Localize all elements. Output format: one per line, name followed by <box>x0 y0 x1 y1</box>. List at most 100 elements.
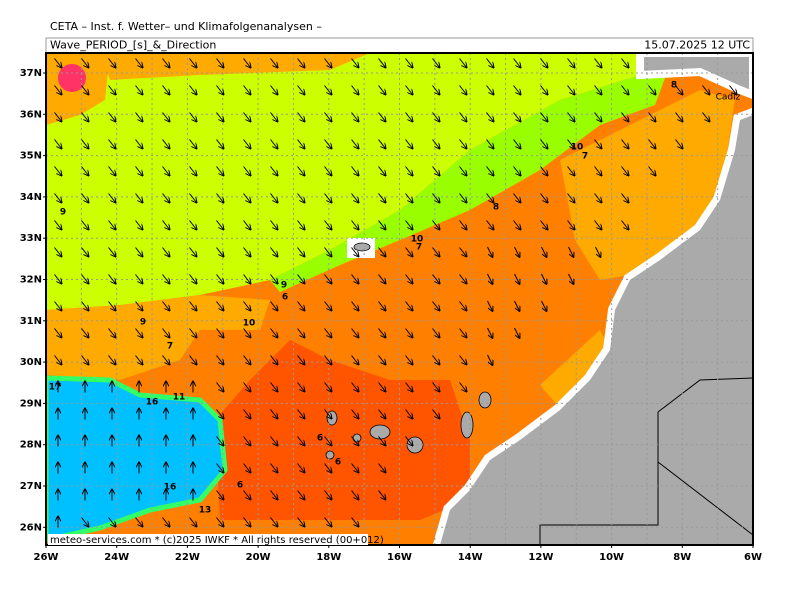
direction-arrow <box>432 112 440 122</box>
direction-arrow <box>54 112 62 122</box>
direction-arrow <box>432 58 440 68</box>
direction-arrow <box>108 166 116 176</box>
place-label: Cadiz <box>716 93 741 103</box>
direction-arrow <box>81 274 89 284</box>
direction-arrow <box>324 382 332 392</box>
direction-arrow <box>243 355 251 365</box>
direction-arrow <box>486 112 494 122</box>
direction-arrow <box>351 328 359 338</box>
map-body <box>46 53 753 545</box>
direction-arrow <box>378 58 386 68</box>
direction-arrow <box>297 355 305 365</box>
direction-arrow <box>216 58 224 68</box>
direction-arrow <box>541 300 547 311</box>
direction-arrow <box>162 247 170 257</box>
direction-arrow <box>162 220 170 230</box>
direction-arrow <box>351 355 359 365</box>
direction-arrow <box>432 328 440 338</box>
direction-arrow <box>243 463 251 473</box>
direction-arrow <box>54 193 62 203</box>
direction-arrow <box>243 301 251 311</box>
direction-arrow <box>189 517 197 527</box>
direction-arrow <box>270 463 278 473</box>
direction-arrow <box>378 490 386 500</box>
direction-arrow <box>540 139 548 149</box>
direction-arrow <box>297 85 305 95</box>
direction-arrow <box>486 58 494 68</box>
lat-label: 31N <box>20 316 42 327</box>
direction-arrow <box>297 220 305 230</box>
direction-arrow <box>297 409 305 419</box>
direction-arrow <box>54 139 62 149</box>
header-subtitle: Wave_PERIOD_[s]_&_Direction <box>50 39 216 52</box>
direction-arrow <box>324 463 332 473</box>
direction-arrow <box>216 139 224 149</box>
direction-arrow <box>216 517 224 527</box>
direction-arrow <box>621 85 629 95</box>
direction-arrow <box>405 166 413 176</box>
direction-arrow <box>540 166 548 176</box>
direction-arrow <box>459 193 467 203</box>
direction-arrow <box>594 220 602 230</box>
direction-arrow <box>459 382 467 392</box>
direction-arrow <box>270 409 278 419</box>
direction-arrow <box>297 463 305 473</box>
direction-arrow <box>189 328 197 338</box>
direction-arrow <box>324 139 332 149</box>
direction-arrow <box>216 220 224 230</box>
direction-arrow <box>297 274 305 284</box>
direction-arrow <box>243 220 251 230</box>
direction-arrow <box>270 301 278 311</box>
direction-arrow <box>81 112 89 122</box>
direction-arrow <box>243 58 251 68</box>
direction-arrow <box>514 300 520 311</box>
direction-arrow <box>81 58 89 68</box>
direction-arrow <box>216 85 224 95</box>
direction-arrow <box>487 354 493 365</box>
zone-peak <box>58 64 86 92</box>
direction-arrow <box>297 247 305 257</box>
direction-arrow <box>378 193 386 203</box>
direction-arrow <box>216 166 224 176</box>
direction-arrow <box>216 247 224 257</box>
direction-arrow <box>459 166 467 176</box>
direction-arrow <box>621 220 629 230</box>
direction-arrow <box>270 382 278 392</box>
zone-west <box>46 295 270 380</box>
direction-arrow <box>243 328 251 338</box>
direction-arrow <box>351 166 359 176</box>
direction-arrow <box>513 193 521 203</box>
direction-arrow <box>459 328 467 338</box>
direction-arrow <box>270 220 278 230</box>
direction-arrow <box>243 166 251 176</box>
direction-arrow <box>324 409 332 419</box>
direction-arrow <box>270 328 278 338</box>
direction-arrow <box>378 166 386 176</box>
direction-arrow <box>54 58 62 68</box>
direction-arrow <box>351 517 359 527</box>
direction-arrow <box>567 139 575 149</box>
direction-arrow <box>324 355 332 365</box>
direction-arrow <box>297 58 305 68</box>
direction-arrow <box>54 328 62 338</box>
direction-arrow <box>324 490 332 500</box>
contour-label: 9 <box>281 281 287 291</box>
direction-arrow <box>459 247 467 257</box>
direction-arrow <box>324 112 332 122</box>
lat-label: 33N <box>20 233 42 244</box>
direction-arrow <box>270 166 278 176</box>
contour-label: 10 <box>411 235 424 245</box>
direction-arrow <box>513 166 521 176</box>
direction-arrow <box>621 166 629 176</box>
direction-arrow <box>487 273 493 284</box>
direction-arrow <box>405 328 413 338</box>
direction-arrow <box>270 193 278 203</box>
direction-arrow <box>405 409 413 419</box>
direction-arrow <box>270 436 278 446</box>
direction-arrow <box>351 247 359 257</box>
lon-label: 24W <box>104 552 129 563</box>
direction-arrow <box>405 382 413 392</box>
direction-arrow <box>270 274 278 284</box>
borders <box>539 377 753 545</box>
direction-arrow <box>189 166 197 176</box>
